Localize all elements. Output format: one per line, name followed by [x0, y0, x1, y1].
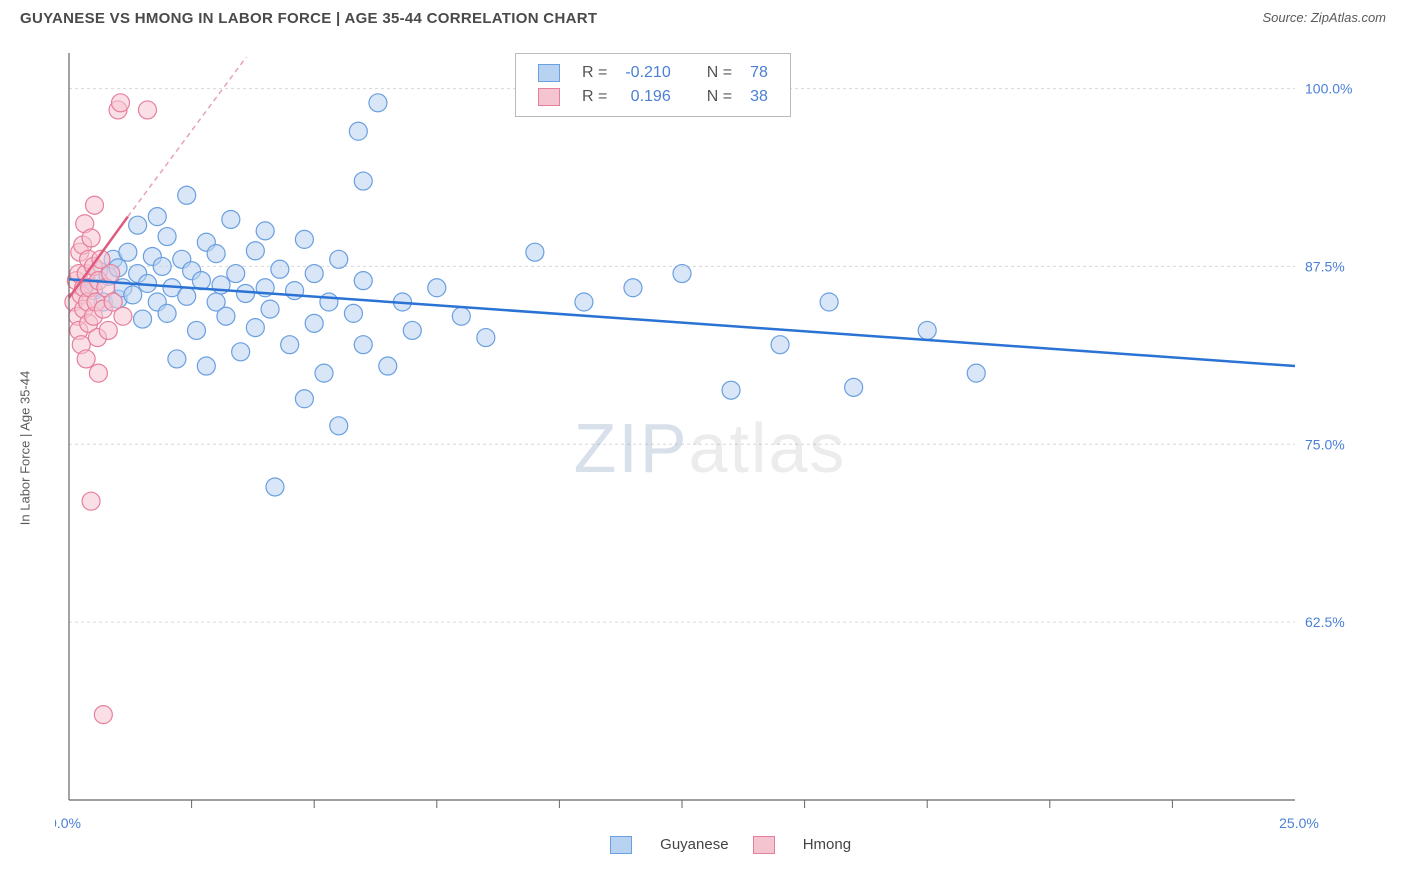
- chart-area: In Labor Force | Age 35-44 62.5%75.0%87.…: [35, 45, 1385, 850]
- svg-text:75.0%: 75.0%: [1305, 436, 1345, 452]
- chart-title: GUYANESE VS HMONG IN LABOR FORCE | AGE 3…: [20, 10, 597, 27]
- svg-text:87.5%: 87.5%: [1305, 258, 1345, 274]
- y-axis-label: In Labor Force | Age 35-44: [18, 370, 33, 524]
- source-label: Source: ZipAtlas.com: [1262, 10, 1386, 27]
- scatter-plot: 62.5% 75.0% 87.5% 100.0% 0.0% 25.0%: [55, 45, 1375, 850]
- stats-legend: R =-0.210N =78R =0.196N =38: [515, 53, 791, 117]
- svg-text:62.5%: 62.5%: [1305, 614, 1345, 630]
- series-legend: Guyanese Hmong: [610, 836, 875, 854]
- svg-text:0.0%: 0.0%: [55, 815, 81, 831]
- svg-text:25.0%: 25.0%: [1279, 815, 1319, 831]
- svg-text:100.0%: 100.0%: [1305, 81, 1352, 97]
